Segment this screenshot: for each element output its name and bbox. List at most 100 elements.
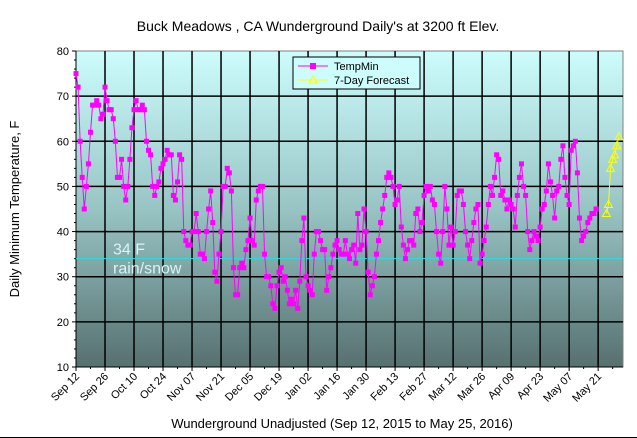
data-point-tempmin [487,183,493,189]
data-point-tempmin [357,247,363,253]
data-point-tempmin [558,156,564,162]
data-point-tempmin [570,143,576,149]
data-point-tempmin [353,260,359,266]
data-point-tempmin [425,188,431,194]
x-tick-label: Feb 27 [398,371,431,404]
data-point-tempmin [286,301,292,307]
data-point-tempmin [307,287,313,293]
data-point-tempmin [351,242,357,248]
data-point-tempmin [282,274,288,280]
y-tick-label: 50 [57,181,69,193]
y-tick-label: 30 [57,272,69,284]
data-point-tempmin [228,188,234,194]
data-point-tempmin [117,174,123,180]
data-point-tempmin [133,98,139,104]
data-point-tempmin [324,287,330,293]
data-point-tempmin [172,197,178,203]
data-point-tempmin [336,247,342,253]
legend-forecast-label: 7-Day Forecast [334,75,409,87]
data-point-tempmin [212,269,218,275]
x-tick-label: Sep 26 [78,371,111,404]
data-point-tempmin [125,183,131,189]
legend-forecast-marker [308,74,318,84]
data-point-tempmin [322,247,328,253]
data-point-tempmin [427,183,433,189]
data-point-tempmin [342,238,348,244]
data-point-tempmin [415,206,421,212]
data-point-tempmin [361,206,367,212]
x-tick-label: May 07 [541,371,575,405]
x-tick-label: Oct 10 [109,371,140,402]
data-point-tempmin [527,247,533,253]
data-point-tempmin [562,174,568,180]
data-point-tempmin [216,251,222,257]
data-point-tempmin [230,265,236,271]
data-point-tempmin [311,251,317,257]
data-point-tempmin [421,192,427,198]
x-axis-label: Wunderground Unadjusted (Sep 12, 2015 to… [171,416,513,431]
y-tick-label: 40 [57,227,69,239]
data-point-tempmin [367,292,373,298]
data-point-tempmin [508,201,514,207]
data-point-tempmin [376,238,382,244]
data-point-tempmin [504,206,510,212]
x-tick-label: Nov 07 [165,371,198,404]
y-tick-label: 80 [57,46,69,58]
data-point-tempmin [123,197,129,203]
data-point-tempmin [201,256,207,262]
x-tick-label: Jan 16 [311,371,343,403]
data-point-tempmin [585,220,591,226]
data-point-tempmin [83,183,89,189]
data-point-tempmin [463,229,469,235]
data-point-tempmin [564,192,570,198]
data-point-tempmin [444,206,450,212]
data-point-tempmin [243,247,249,253]
data-point-tempmin [535,238,541,244]
data-point-tempmin [475,201,481,207]
data-point-tempmin [560,143,566,149]
data-point-tempmin [139,102,145,108]
data-point-tempmin [523,192,529,198]
data-point-tempmin [537,224,543,230]
data-point-tempmin [572,138,578,144]
data-point-tempmin [388,174,394,180]
data-point-tempmin [218,229,224,235]
data-point-tempmin [317,238,323,244]
data-point-tempmin [556,183,562,189]
data-point-tempmin [112,138,118,144]
data-point-tempmin [496,156,502,162]
x-tick-label: Dec 19 [252,371,285,404]
data-point-tempmin [195,229,201,235]
data-point-tempmin [398,224,404,230]
y-tick-label: 20 [57,317,69,329]
data-point-forecast [611,140,622,150]
data-point-tempmin [77,138,83,144]
data-point-tempmin [494,152,500,158]
data-point-tempmin [309,292,315,298]
data-point-tempmin [502,197,508,203]
data-point-tempmin [177,152,183,158]
series-group [73,71,624,311]
annotation-34f: 34 F [113,242,145,259]
data-point-tempmin [405,247,411,253]
data-point-tempmin [206,206,212,212]
data-point-tempmin [255,188,261,194]
data-point-tempmin [146,147,152,153]
data-point-tempmin [141,107,147,113]
data-point-forecast [605,163,616,172]
data-point-tempmin [79,174,85,180]
data-point-tempmin [237,265,243,271]
data-point-tempmin [102,84,108,90]
data-point-tempmin [423,183,429,189]
data-point-tempmin [137,107,143,113]
data-point-tempmin [193,211,199,217]
y-tick-label: 10 [57,362,69,374]
data-point-tempmin [369,283,375,289]
data-point-tempmin [552,215,558,221]
data-point-tempmin [359,242,365,248]
data-point-tempmin [409,238,415,244]
data-point-tempmin [593,206,599,212]
y-axis-label: Daily Minimum Temperature, F [7,121,22,298]
data-point-tempmin [500,188,506,194]
data-point-tempmin [150,183,156,189]
